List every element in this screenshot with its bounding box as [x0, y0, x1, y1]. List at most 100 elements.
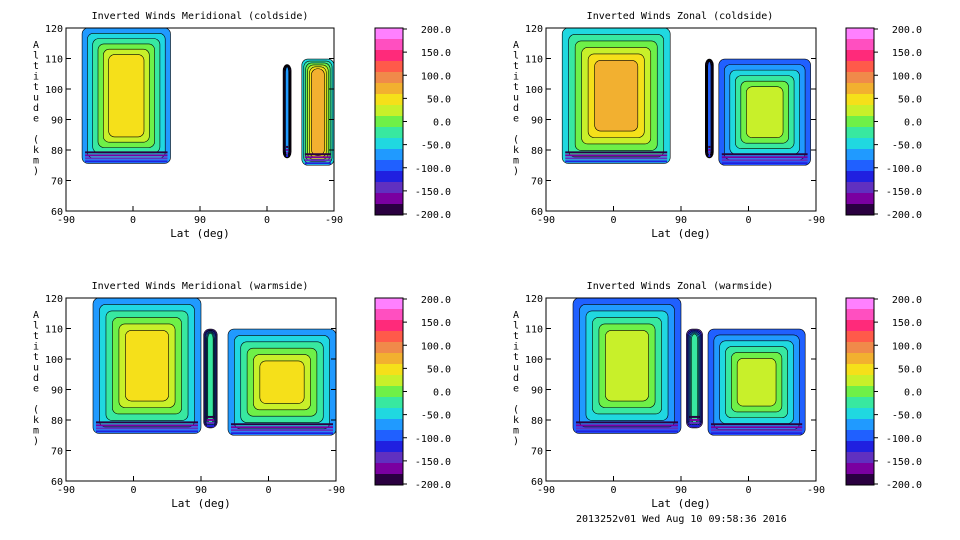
colorbar-tick-label: 50.0 — [427, 94, 451, 105]
x-tick-label: 90 — [195, 485, 207, 496]
colorbar-swatch — [846, 375, 874, 387]
y-tick-label: 70 — [531, 177, 543, 188]
contour-region — [704, 58, 714, 159]
contour-band — [311, 68, 325, 156]
y-tick-label: 120 — [525, 24, 543, 35]
colorbar-swatch — [846, 441, 874, 453]
colorbar-swatch — [375, 353, 403, 365]
colorbar-swatch — [846, 83, 874, 95]
colorbar-swatch — [375, 298, 403, 310]
colorbar-swatch — [375, 452, 403, 464]
x-tick-label: -90 — [807, 485, 825, 496]
colorbar-swatch — [375, 105, 403, 117]
x-axis-label: Lat (deg) — [651, 497, 711, 510]
colorbar-swatch — [846, 116, 874, 128]
colorbar-tick-label: -100.0 — [886, 434, 922, 445]
colorbar-swatch — [846, 94, 874, 106]
colorbar-tick-label: 50.0 — [427, 364, 451, 375]
colorbar-swatch — [375, 39, 403, 51]
colorbar-swatch — [375, 397, 403, 409]
colorbar-swatch — [375, 94, 403, 106]
colorbar-swatch — [846, 61, 874, 73]
x-tick-label: 0 — [610, 215, 616, 226]
colorbar-tick-label: 200.0 — [892, 25, 922, 36]
colorbar-swatch — [846, 397, 874, 409]
y-tick-label: 120 — [525, 294, 543, 305]
contour-band — [108, 54, 145, 138]
colorbar-tick-label: -150.0 — [886, 457, 922, 468]
x-tick-label: 0 — [745, 485, 751, 496]
x-tick-label: 0 — [610, 485, 616, 496]
y-tick-label: 110 — [45, 325, 63, 336]
y-tick-label: 90 — [51, 116, 63, 127]
contour-region — [686, 328, 703, 429]
y-tick-label: 80 — [51, 146, 63, 157]
y-tick-label: 60 — [531, 477, 543, 488]
colorbar-swatch — [375, 463, 403, 475]
colorbar-swatch — [375, 138, 403, 150]
colorbar-tick-label: 100.0 — [421, 71, 451, 82]
colorbar-swatch — [375, 364, 403, 376]
colorbar-swatch — [375, 50, 403, 62]
x-tick-label: -90 — [327, 485, 345, 496]
x-tick-label: 90 — [194, 215, 206, 226]
colorbar-tick-label: -200.0 — [415, 210, 451, 221]
y-tick-label: 110 — [45, 55, 63, 66]
chart-panel-1: Inverted Winds Zonal (coldside) 120 110 100… — [513, 11, 922, 240]
colorbar-swatch — [375, 116, 403, 128]
y-tick-label: 120 — [45, 294, 63, 305]
colorbar-swatch — [375, 182, 403, 194]
colorbar-swatch — [846, 39, 874, 51]
colorbar-tick-label: -200.0 — [886, 210, 922, 221]
contour-region — [282, 64, 292, 159]
colorbar-tick-label: -150.0 — [415, 457, 451, 468]
colorbar-swatch — [375, 408, 403, 420]
colorbar-swatch — [846, 105, 874, 117]
x-axis-label: Lat (deg) — [170, 227, 230, 240]
x-tick-label: 0 — [265, 485, 271, 496]
colorbar-swatch — [846, 138, 874, 150]
colorbar-swatch — [375, 320, 403, 332]
y-tick-label: 60 — [51, 477, 63, 488]
colorbar-swatch — [846, 353, 874, 365]
colorbar-swatch — [375, 474, 403, 486]
colorbar-tick-label: -150.0 — [886, 187, 922, 198]
x-tick-label: 90 — [675, 215, 687, 226]
x-tick-label: -90 — [807, 215, 825, 226]
colorbar-swatch — [846, 474, 874, 486]
x-axis-label: Lat (deg) — [171, 497, 231, 510]
colorbar-tick-label: -50.0 — [892, 141, 922, 152]
colorbar-tick-label: 100.0 — [892, 341, 922, 352]
colorbar: 200.0 150.0 100.0 50.0 0.0 -50.0 -100.0 -150.0 -… — [845, 295, 922, 491]
colorbar-swatch — [375, 331, 403, 343]
contour-band — [259, 360, 305, 404]
colorbar-tick-label: 50.0 — [898, 364, 922, 375]
contour-region — [301, 58, 335, 166]
colorbar-swatch — [375, 28, 403, 40]
contour-region — [227, 328, 337, 436]
colorbar-tick-label: -100.0 — [415, 164, 451, 175]
colorbar-tick-label: 150.0 — [892, 318, 922, 329]
colorbar-swatch — [375, 83, 403, 95]
colorbar-swatch — [846, 193, 874, 205]
y-tick-label: 60 — [51, 207, 63, 218]
colorbar-tick-label: 100.0 — [892, 71, 922, 82]
x-tick-label: -90 — [537, 215, 555, 226]
y-tick-label: 70 — [51, 177, 63, 188]
y-tick-label: 70 — [51, 447, 63, 458]
colorbar-swatch — [846, 28, 874, 40]
colorbar-swatch — [846, 298, 874, 310]
x-tick-label: -90 — [325, 215, 343, 226]
colorbar-swatch — [846, 452, 874, 464]
contour-region — [92, 297, 202, 434]
y-tick-label: 90 — [531, 116, 543, 127]
contour-region — [561, 27, 671, 164]
contour-region — [81, 27, 171, 164]
colorbar-tick-label: 150.0 — [421, 318, 451, 329]
colorbar-swatch — [375, 149, 403, 161]
y-tick-label: 120 — [45, 24, 63, 35]
colorbar-swatch — [846, 160, 874, 172]
colorbar-tick-label: 0.0 — [433, 388, 451, 399]
